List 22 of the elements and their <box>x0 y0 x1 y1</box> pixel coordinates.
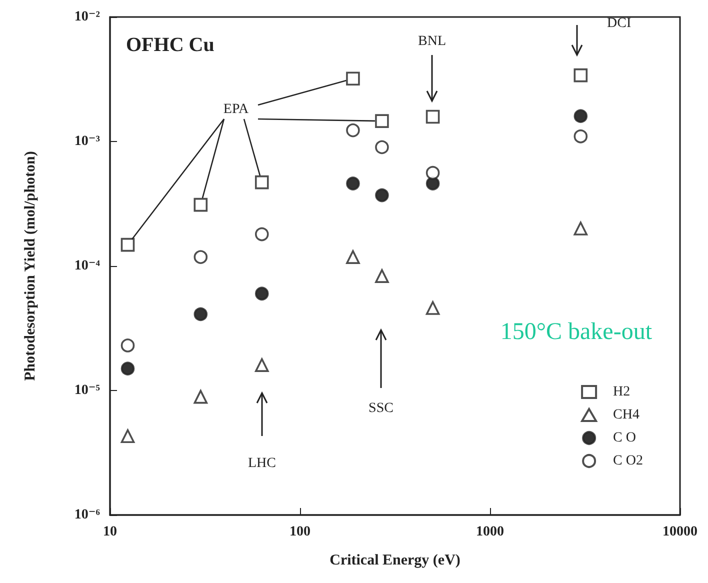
annotation: LHC <box>248 456 276 471</box>
x-tick-label: 1000 <box>476 524 504 540</box>
annotation: BNL <box>418 34 446 49</box>
x-tick-label: 10000 <box>662 524 698 540</box>
y-tick-label: 10⁻² <box>74 10 100 24</box>
legend-label: C O <box>613 430 636 446</box>
y-tick-label: 10⁻⁴ <box>74 258 101 274</box>
x-axis-title: Critical Energy (eV) <box>330 552 460 568</box>
y-tick-label: 10⁻⁶ <box>74 508 100 522</box>
legend-label: CH4 <box>613 408 640 422</box>
annotation: 150°C bake-out <box>500 319 652 345</box>
x-tick-label: 100 <box>290 524 310 540</box>
y-axis-title: Photodesorption Yield (mol/photon) <box>22 151 38 381</box>
y-tick-label: 10⁻⁵ <box>74 383 100 398</box>
legend-label: C O2 <box>613 454 644 468</box>
annotation: EPA <box>223 102 250 117</box>
x-tick-label: 10 <box>103 524 117 540</box>
y-tick-label: 10⁻³ <box>74 134 100 149</box>
annotation: DCI <box>607 16 632 31</box>
annotation: SSC <box>368 401 394 416</box>
legend-label: H2 <box>613 384 630 400</box>
annotation: OFHC Cu <box>126 34 214 56</box>
